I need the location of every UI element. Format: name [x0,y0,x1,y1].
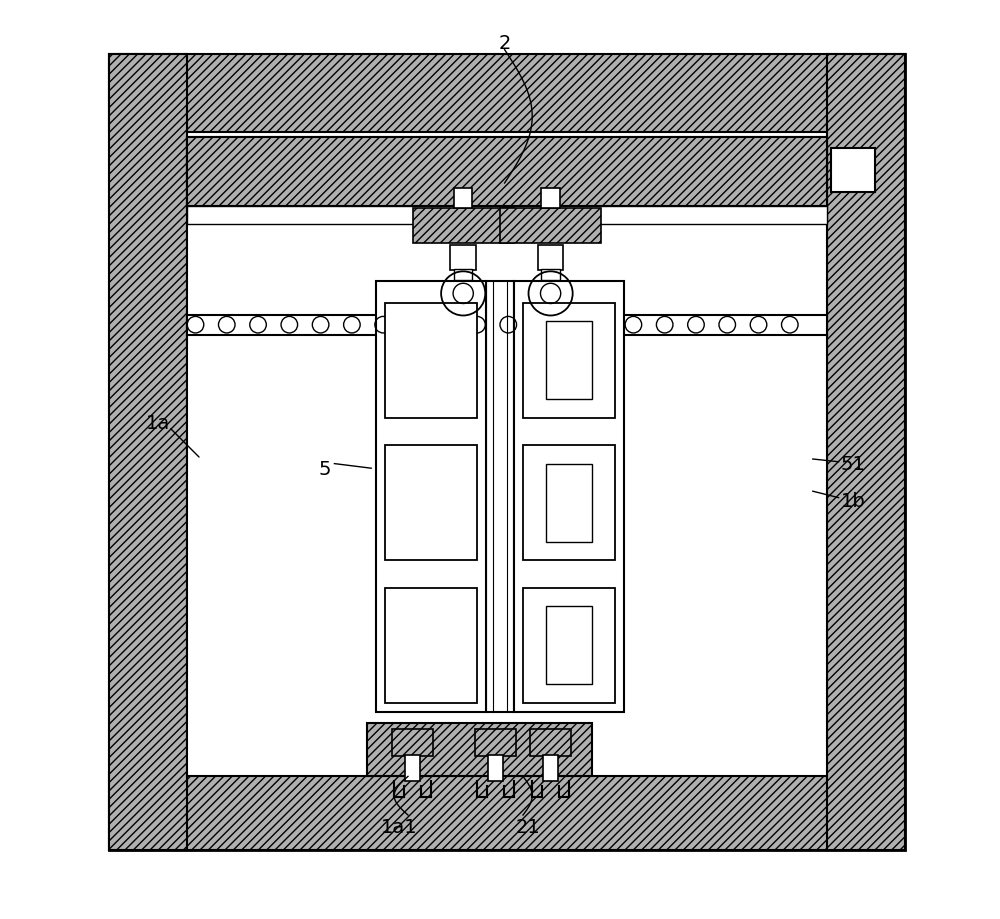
Text: 1a1: 1a1 [380,818,417,836]
Bar [450,245,476,271]
Bar [541,188,560,209]
Text: 51: 51 [840,455,865,473]
Text: 21: 21 [515,818,540,836]
Bar [514,282,624,712]
Bar [109,772,905,850]
Bar [454,188,472,209]
Bar [385,588,477,703]
Bar [367,723,592,777]
Bar [109,55,905,133]
Bar [413,209,514,244]
Bar [543,755,558,781]
Bar [109,55,905,850]
Bar [376,282,486,712]
Bar [454,269,472,280]
Bar [187,138,827,777]
Bar [187,207,827,225]
Bar [541,269,560,280]
Bar [538,245,563,271]
Bar [187,315,827,335]
Bar [392,729,433,756]
Bar [475,729,516,756]
Bar [523,588,615,703]
Bar [546,322,592,400]
Bar [405,755,420,781]
Bar [187,138,827,207]
Text: 1a: 1a [146,414,170,432]
Bar [546,464,592,542]
Text: 5: 5 [319,460,331,478]
Bar [385,303,477,418]
Bar [523,446,615,561]
Bar [486,282,514,712]
Bar [831,149,875,193]
Bar [488,755,503,781]
Bar [385,446,477,561]
Bar [109,55,187,850]
Text: 1b: 1b [840,492,865,510]
Bar [530,729,571,756]
Bar [827,55,905,850]
Bar [500,209,601,244]
Text: 2: 2 [498,34,511,52]
Bar [523,303,615,418]
Bar [546,607,592,685]
